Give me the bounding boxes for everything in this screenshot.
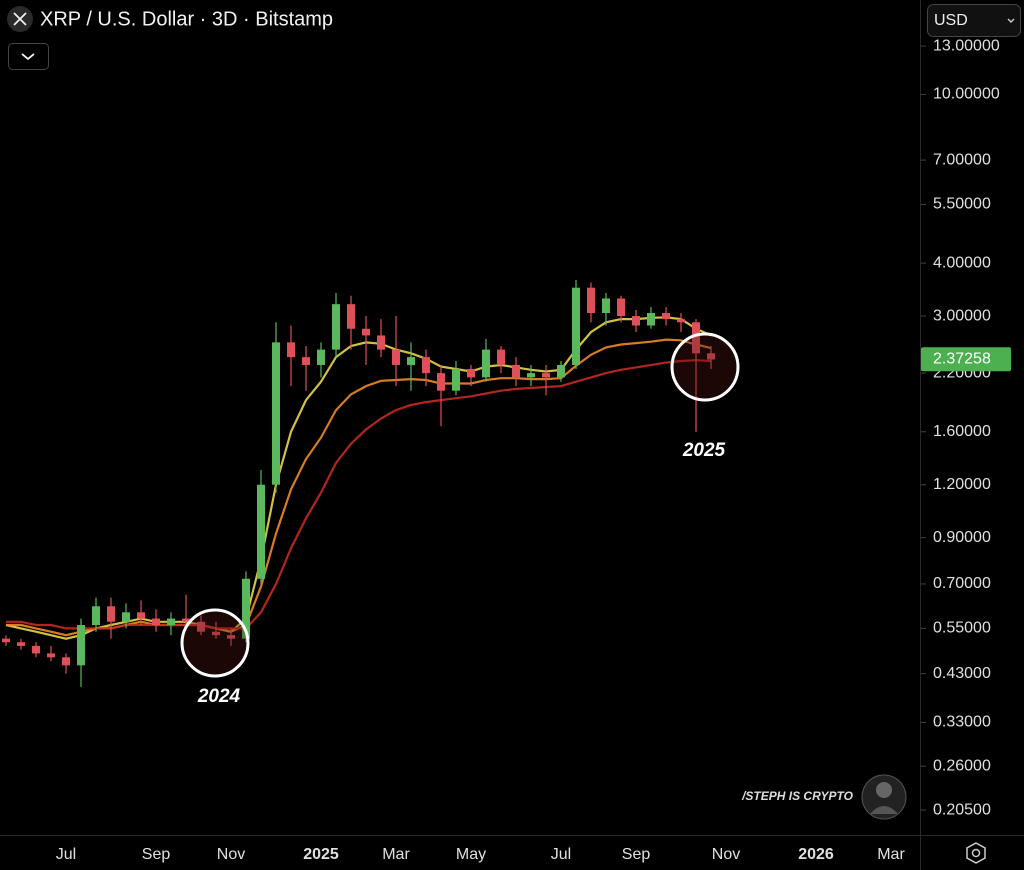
currency-label: USD [934, 12, 968, 29]
candle-body [467, 369, 475, 378]
candle-body [17, 642, 25, 646]
candle-body [47, 653, 55, 658]
candle-body [242, 578, 250, 639]
candle-body [317, 349, 325, 365]
candle-body [707, 353, 715, 360]
candle-body [362, 328, 370, 336]
last-price-tag [921, 347, 1011, 372]
candle-body [257, 484, 265, 579]
candle-body [407, 357, 415, 365]
collapse-button[interactable] [8, 43, 49, 70]
candle-body [422, 357, 430, 374]
candle-body [602, 298, 610, 314]
candle-body [92, 606, 100, 626]
annotation-circle [670, 332, 740, 402]
candle-body [197, 621, 205, 632]
candle-body [32, 645, 40, 654]
annotation-label: 2025 [682, 440, 726, 461]
y-tick-label: 10.00000 [933, 86, 1000, 103]
avatar [876, 782, 892, 798]
candle-body [662, 313, 670, 320]
chart-title: XRP / U.S. Dollar · 3D · Bitstamp [40, 8, 333, 30]
candle-body [2, 638, 10, 643]
watermark: /STEPH IS CRYPTO [741, 789, 854, 803]
candle-body [482, 349, 490, 378]
x-tick-label: 2025 [303, 846, 339, 863]
candle-body [542, 373, 550, 378]
candle-body [122, 612, 130, 622]
candle-body [512, 364, 520, 378]
x-tick-label: May [456, 846, 486, 863]
candle-body [227, 635, 235, 639]
candle-body [167, 618, 175, 626]
candle-body [182, 618, 190, 622]
ribbon-line [5, 316, 712, 640]
settings-button[interactable] [966, 842, 986, 864]
y-tick-label: 0.20500 [933, 801, 991, 818]
candle-body [497, 349, 505, 365]
y-tick-label: 1.20000 [933, 476, 991, 493]
annotation-label: 2024 [197, 686, 241, 707]
x-tick-label: Nov [217, 846, 245, 863]
y-tick-label: 1.60000 [933, 423, 991, 440]
plot-area [2, 279, 740, 687]
y-tick-label: 0.26000 [933, 757, 991, 774]
y-tick-label: 4.00000 [933, 254, 991, 271]
y-tick-label: 3.00000 [933, 307, 991, 324]
candle-body [692, 322, 700, 354]
candle-body [632, 316, 640, 326]
candle-body [617, 298, 625, 317]
y-tick-label: 0.33000 [933, 714, 991, 731]
candle-body [587, 287, 595, 314]
y-tick-label: 0.43000 [933, 665, 991, 682]
candle-body [437, 373, 445, 391]
candle-body [107, 606, 115, 622]
dropdown-caret [1007, 18, 1015, 23]
avatar [870, 806, 898, 814]
candle-body [557, 364, 565, 378]
x-tick-label: Nov [712, 846, 740, 863]
candle-body [392, 349, 400, 365]
candle-body [302, 357, 310, 365]
time-axis: Jul Sep Nov 2025 Mar May Jul Sep Nov 2026 Mar [56, 846, 906, 863]
candle-body [527, 373, 535, 378]
y-tick-label: 0.90000 [933, 529, 991, 546]
y-tick-label: 0.55000 [933, 620, 991, 637]
candle-body [332, 304, 340, 350]
x-tick-label: Sep [622, 846, 651, 863]
candle-body [677, 319, 685, 323]
candle-body [212, 631, 220, 636]
x-tick-label: Sep [142, 846, 171, 863]
x-tick-label: Jul [56, 846, 76, 863]
price-axis: 13.00000 10.00000 7.00000 5.50000 4.00000 3.0… [921, 37, 1011, 818]
x-tick-label: 2026 [798, 846, 834, 863]
ribbon-line [6, 359, 712, 630]
last-price-label: 2.37258 [933, 350, 991, 367]
annotation-circle [180, 608, 250, 678]
candle-body [62, 657, 70, 666]
candle-body [572, 287, 580, 365]
x-tick-label: Mar [382, 846, 410, 863]
candle-body [152, 618, 160, 626]
candle-body [137, 612, 145, 619]
candle-body [452, 369, 460, 391]
candle-body [272, 342, 280, 485]
y-tick-label: 5.50000 [933, 196, 991, 213]
candle-body [647, 313, 655, 326]
y-tick-label: 7.00000 [933, 151, 991, 168]
y-tick-label: 0.70000 [933, 575, 991, 592]
candle-body [377, 335, 385, 350]
candle-body [77, 625, 85, 666]
currency-dropdown[interactable] [927, 4, 1021, 37]
candle-body [347, 304, 355, 329]
y-tick-label: 13.00000 [933, 37, 1000, 54]
x-tick-label: Mar [877, 846, 905, 863]
x-tick-label: Jul [551, 846, 571, 863]
close-button[interactable] [7, 6, 33, 32]
candle-body [287, 342, 295, 358]
